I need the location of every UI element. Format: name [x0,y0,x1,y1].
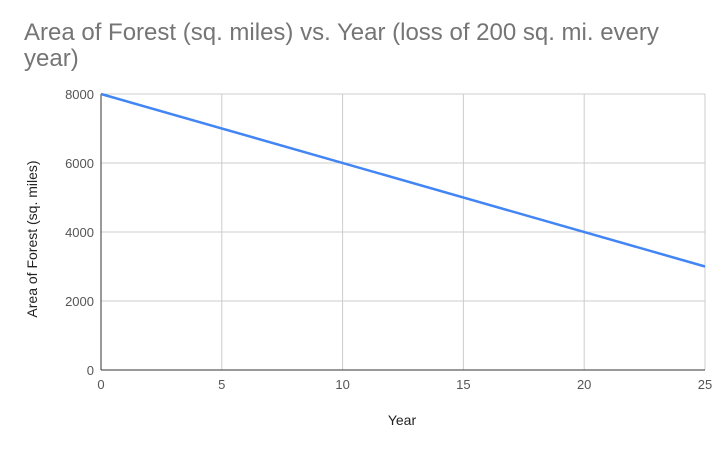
series-lines [100,92,706,268]
series-line [100,92,706,268]
x-tick-label: 20 [577,377,591,392]
x-axis-label: Year [388,412,417,428]
y-tick-label: 6000 [65,156,94,171]
y-tick-label: 0 [87,363,94,378]
tick-labels: 0 2000 4000 6000 8000 0 5 10 15 20 25 [65,87,712,392]
y-tick-label: 8000 [65,87,94,102]
x-tick-label: 5 [218,377,225,392]
y-tick-label: 2000 [65,294,94,309]
x-tick-label: 15 [456,377,470,392]
x-tick-label: 25 [698,377,712,392]
chart-title: Area of Forest (sq. miles) vs. Year (los… [24,19,659,72]
x-tick-label: 10 [335,377,349,392]
x-tick-label: 0 [97,377,104,392]
axes [100,94,705,371]
grid-lines [101,93,706,370]
y-tick-label: 4000 [65,225,94,240]
y-axis-label: Area of Forest (sq. miles) [24,160,40,317]
